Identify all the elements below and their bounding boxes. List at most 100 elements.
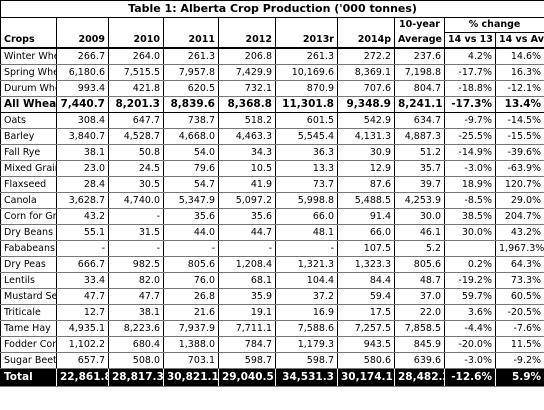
table-row: Sugar Beets 657.7 508.0 703.1 598.7 598.7 580.…: [0, 352, 544, 369]
pct-change-cell: -19.2%: [444, 272, 496, 289]
table-row: Spring Wheat6,180.67,515.57,957.87,429.9…: [0, 64, 544, 81]
average-cell: 48.7: [394, 272, 445, 289]
year-value-cell: 22,861.8: [56, 368, 109, 387]
year-value-cell: 738.7: [163, 112, 219, 129]
crop-name-cell: Corn for Grain: [0, 208, 57, 225]
crop-name-cell: Spring Wheat: [0, 64, 57, 81]
average-cell: 804.7: [394, 80, 445, 97]
pct-change-cell: -14.5%: [495, 112, 544, 129]
year-value-cell: 542.9: [337, 112, 395, 129]
table-row: Fodder Corn 1,102.2 680.4 1,388.0 784.7 1,179…: [0, 336, 544, 353]
average-cell: 4,253.9: [394, 192, 445, 209]
year-value-cell: 1,323.3: [337, 256, 395, 273]
year-header: 2014p: [337, 32, 395, 49]
year-value-cell: 4,668.0: [163, 128, 219, 145]
year-value-cell: 28,817.3: [108, 368, 164, 387]
year-value-cell: 16.9: [275, 304, 338, 321]
year-value-cell: -: [218, 240, 276, 257]
year-value-cell: 44.7: [218, 224, 276, 241]
year-value-cell: 1,388.0: [163, 336, 219, 353]
year-value-cell: 55.1: [56, 224, 109, 241]
year-value-cell: 34,531.3: [275, 368, 338, 387]
pct-change-header: % change: [444, 17, 544, 33]
year-value-cell: 21.6: [163, 304, 219, 321]
year-value-cell: 6,180.6: [56, 64, 109, 81]
pct-change-cell: -17.3%: [444, 96, 496, 113]
year-value-cell: 30.9: [337, 144, 395, 161]
table-row: Fall Rye 38.1 50.8 54.0 34.3 36.3 30.9 51.2 -14.…: [0, 144, 544, 161]
crop-name-cell: Flaxseed: [0, 176, 57, 193]
year-value-cell: 805.6: [163, 256, 219, 273]
table-title: Table 1: Alberta Crop Production ('000 t…: [0, 0, 544, 18]
pct-change-cell: -9.7%: [444, 112, 496, 129]
crop-production-table: Table 1: Alberta Crop Production ('000 t…: [0, 0, 544, 387]
year-value-cell: 8,368.8: [218, 96, 276, 113]
average-cell: 805.6: [394, 256, 445, 273]
year-value-cell: 37.2: [275, 288, 338, 305]
year-value-cell: 87.6: [337, 176, 395, 193]
pct-change-cell: 13.4%: [495, 96, 544, 113]
crop-name-cell: Dry Peas: [0, 256, 57, 273]
year-value-cell: 54.0: [163, 144, 219, 161]
pct-change-cell: 5.9%: [495, 368, 544, 387]
year-value-cell: 8,839.6: [163, 96, 219, 113]
table-row: Lentils 33.4 82.0 76.0 68.1 104.4 84.4 48.7 -19.…: [0, 272, 544, 289]
pct-change-cell: 11.5%: [495, 336, 544, 353]
year-value-cell: 206.8: [218, 48, 276, 65]
pct-change-cell: 18.9%: [444, 176, 496, 193]
year-header: 2012: [218, 32, 276, 49]
year-value-cell: 7,429.9: [218, 64, 276, 81]
crop-name-cell: Mustard Seed: [0, 288, 57, 305]
year-value-cell: 12.7: [56, 304, 109, 321]
year-value-cell: 598.7: [218, 352, 276, 369]
average-cell: 237.6: [394, 48, 445, 65]
crop-name-cell: Lentils: [0, 272, 57, 289]
year-value-cell: 29,040.5: [218, 368, 276, 387]
year-header: 2013r: [275, 32, 338, 49]
pct-change-cell: -7.6%: [495, 320, 544, 337]
pct-change-cell: 204.7%: [495, 208, 544, 225]
pct-change-cell: -18.8%: [444, 80, 496, 97]
year-header: 2010: [108, 32, 164, 49]
year-value-cell: 7,515.5: [108, 64, 164, 81]
year-value-cell: 13.3: [275, 160, 338, 177]
average-header: Average: [394, 32, 445, 49]
crop-name-cell: Mixed Grains: [0, 160, 57, 177]
year-value-cell: 266.7: [56, 48, 109, 65]
year-value-cell: 264.0: [108, 48, 164, 65]
pct-change-cell: 43.2%: [495, 224, 544, 241]
pct-change-cell: -20.5%: [495, 304, 544, 321]
table-row: Fababeans - - - - -107.5 5.2 1,967.3%: [0, 240, 544, 257]
year-value-cell: 5,488.5: [337, 192, 395, 209]
year-value-cell: 43.2: [56, 208, 109, 225]
pct-change-cell: 73.3%: [495, 272, 544, 289]
year-value-cell: 4,528.7: [108, 128, 164, 145]
pct-change-cell: -20.0%: [444, 336, 496, 353]
pct-change-cell: [444, 240, 496, 257]
year-value-cell: 23.0: [56, 160, 109, 177]
year-value-cell: 4,740.0: [108, 192, 164, 209]
pct-change-cell: 4.2%: [444, 48, 496, 65]
pct-change-cell: 38.5%: [444, 208, 496, 225]
average-cell: 7,858.5: [394, 320, 445, 337]
year-value-cell: 12.9: [337, 160, 395, 177]
year-value-cell: 732.1: [218, 80, 276, 97]
pct-change-cell: -3.0%: [444, 352, 496, 369]
pct-change-cell: -12.1%: [495, 80, 544, 97]
table-row: Flaxseed 28.4 30.5 54.7 41.9 73.7 87.6 39.7 18.9…: [0, 176, 544, 193]
year-value-cell: 7,440.7: [56, 96, 109, 113]
year-value-cell: 1,208.4: [218, 256, 276, 273]
year-value-cell: 308.4: [56, 112, 109, 129]
pct-change-cell: -3.0%: [444, 160, 496, 177]
year-value-cell: -: [56, 240, 109, 257]
year-value-cell: 30,174.1: [337, 368, 395, 387]
year-value-cell: 11,301.8: [275, 96, 338, 113]
year-value-cell: 24.5: [108, 160, 164, 177]
pct-change-cell: 16.3%: [495, 64, 544, 81]
year-value-cell: 261.3: [275, 48, 338, 65]
year-value-cell: 30,821.1: [163, 368, 219, 387]
year-value-cell: 28.4: [56, 176, 109, 193]
table-row: All Wheat 7,440.7 8,201.3 8,839.6 8,368.8 11,…: [0, 96, 544, 113]
year-value-cell: 76.0: [163, 272, 219, 289]
